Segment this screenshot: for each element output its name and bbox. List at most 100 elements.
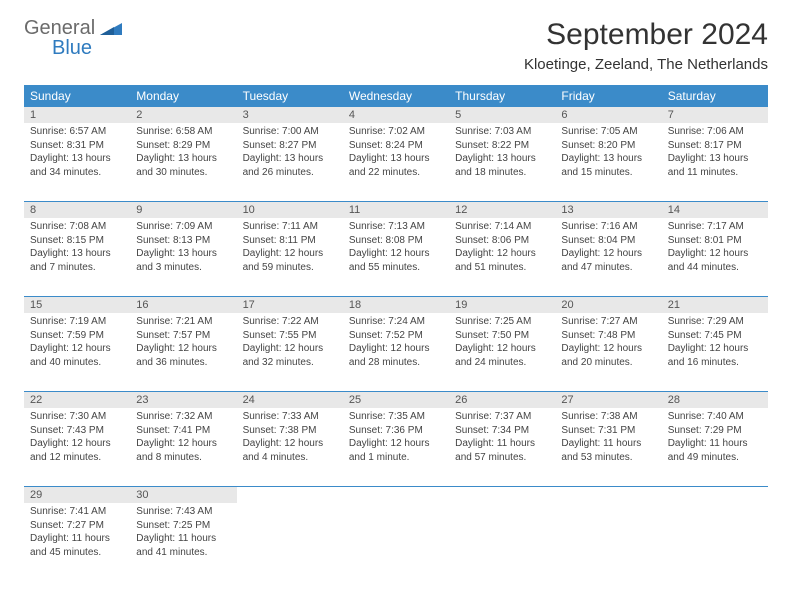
day-cell: Sunrise: 7:03 AMSunset: 8:22 PMDaylight:…: [449, 123, 555, 201]
day-cell: Sunrise: 7:29 AMSunset: 7:45 PMDaylight:…: [662, 313, 768, 391]
week-block: 891011121314Sunrise: 7:08 AMSunset: 8:15…: [24, 202, 768, 297]
day-cell: Sunrise: 7:37 AMSunset: 7:34 PMDaylight:…: [449, 408, 555, 486]
week-row: Sunrise: 7:30 AMSunset: 7:43 PMDaylight:…: [24, 408, 768, 486]
sunrise-text: Sunrise: 7:22 AM: [243, 315, 337, 329]
sunrise-text: Sunrise: 7:43 AM: [136, 505, 230, 519]
day-number: [662, 487, 768, 503]
sunrise-text: Sunrise: 7:06 AM: [668, 125, 762, 139]
sunset-text: Sunset: 8:31 PM: [30, 139, 124, 153]
sunrise-text: Sunrise: 7:27 AM: [561, 315, 655, 329]
day-cell: Sunrise: 7:32 AMSunset: 7:41 PMDaylight:…: [130, 408, 236, 486]
sunrise-text: Sunrise: 7:32 AM: [136, 410, 230, 424]
sunset-text: Sunset: 7:31 PM: [561, 424, 655, 438]
logo: General Blue: [24, 18, 122, 58]
day-cell: Sunrise: 7:17 AMSunset: 8:01 PMDaylight:…: [662, 218, 768, 296]
sunset-text: Sunset: 7:52 PM: [349, 329, 443, 343]
sunrise-text: Sunrise: 7:38 AM: [561, 410, 655, 424]
day-cell: Sunrise: 7:40 AMSunset: 7:29 PMDaylight:…: [662, 408, 768, 486]
day-cell: Sunrise: 7:43 AMSunset: 7:25 PMDaylight:…: [130, 503, 236, 581]
daylight-text: Daylight: 13 hours and 26 minutes.: [243, 152, 337, 179]
daylight-text: Daylight: 13 hours and 3 minutes.: [136, 247, 230, 274]
sunrise-text: Sunrise: 7:24 AM: [349, 315, 443, 329]
day-number: 28: [662, 392, 768, 408]
day-number: 4: [343, 107, 449, 123]
sunrise-text: Sunrise: 7:33 AM: [243, 410, 337, 424]
sunrise-text: Sunrise: 7:05 AM: [561, 125, 655, 139]
day-cell: Sunrise: 7:21 AMSunset: 7:57 PMDaylight:…: [130, 313, 236, 391]
daylight-text: Daylight: 12 hours and 40 minutes.: [30, 342, 124, 369]
day-cell: Sunrise: 7:08 AMSunset: 8:15 PMDaylight:…: [24, 218, 130, 296]
daynum-row: 22232425262728: [24, 392, 768, 408]
daylight-text: Daylight: 13 hours and 11 minutes.: [668, 152, 762, 179]
sunset-text: Sunset: 8:08 PM: [349, 234, 443, 248]
location: Kloetinge, Zeeland, The Netherlands: [524, 56, 768, 73]
day-cell: Sunrise: 7:30 AMSunset: 7:43 PMDaylight:…: [24, 408, 130, 486]
day-number: 16: [130, 297, 236, 313]
day-cell: [237, 503, 343, 581]
day-cell: Sunrise: 7:33 AMSunset: 7:38 PMDaylight:…: [237, 408, 343, 486]
day-header: Monday: [130, 85, 236, 107]
day-number: 9: [130, 202, 236, 218]
daylight-text: Daylight: 12 hours and 55 minutes.: [349, 247, 443, 274]
day-number: 12: [449, 202, 555, 218]
day-header: Sunday: [24, 85, 130, 107]
logo-text-general: General: [24, 17, 95, 39]
day-cell: Sunrise: 7:05 AMSunset: 8:20 PMDaylight:…: [555, 123, 661, 201]
day-cell: [555, 503, 661, 581]
sunset-text: Sunset: 7:38 PM: [243, 424, 337, 438]
daylight-text: Daylight: 13 hours and 30 minutes.: [136, 152, 230, 179]
daylight-text: Daylight: 12 hours and 51 minutes.: [455, 247, 549, 274]
day-cell: Sunrise: 7:09 AMSunset: 8:13 PMDaylight:…: [130, 218, 236, 296]
sunrise-text: Sunrise: 7:09 AM: [136, 220, 230, 234]
logo-triangle-icon: [100, 19, 122, 40]
week-row: Sunrise: 7:19 AMSunset: 7:59 PMDaylight:…: [24, 313, 768, 391]
sunset-text: Sunset: 7:55 PM: [243, 329, 337, 343]
calendar: Sunday Monday Tuesday Wednesday Thursday…: [24, 85, 768, 581]
daylight-text: Daylight: 12 hours and 32 minutes.: [243, 342, 337, 369]
sunrise-text: Sunrise: 7:30 AM: [30, 410, 124, 424]
sunrise-text: Sunrise: 7:08 AM: [30, 220, 124, 234]
day-number: [449, 487, 555, 503]
day-number: [237, 487, 343, 503]
sunset-text: Sunset: 7:50 PM: [455, 329, 549, 343]
sunset-text: Sunset: 8:01 PM: [668, 234, 762, 248]
daylight-text: Daylight: 12 hours and 12 minutes.: [30, 437, 124, 464]
daylight-text: Daylight: 12 hours and 24 minutes.: [455, 342, 549, 369]
sunrise-text: Sunrise: 7:41 AM: [30, 505, 124, 519]
week-block: 2930Sunrise: 7:41 AMSunset: 7:27 PMDayli…: [24, 487, 768, 581]
day-number: 10: [237, 202, 343, 218]
day-cell: Sunrise: 7:38 AMSunset: 7:31 PMDaylight:…: [555, 408, 661, 486]
day-number: 30: [130, 487, 236, 503]
sunset-text: Sunset: 7:27 PM: [30, 519, 124, 533]
sunset-text: Sunset: 8:29 PM: [136, 139, 230, 153]
sunrise-text: Sunrise: 6:57 AM: [30, 125, 124, 139]
daylight-text: Daylight: 12 hours and 36 minutes.: [136, 342, 230, 369]
sunrise-text: Sunrise: 7:29 AM: [668, 315, 762, 329]
sunrise-text: Sunrise: 7:16 AM: [561, 220, 655, 234]
day-cell: Sunrise: 7:00 AMSunset: 8:27 PMDaylight:…: [237, 123, 343, 201]
sunrise-text: Sunrise: 7:37 AM: [455, 410, 549, 424]
day-cell: [449, 503, 555, 581]
day-number: 1: [24, 107, 130, 123]
day-cell: Sunrise: 7:06 AMSunset: 8:17 PMDaylight:…: [662, 123, 768, 201]
sunset-text: Sunset: 8:27 PM: [243, 139, 337, 153]
week-block: 22232425262728Sunrise: 7:30 AMSunset: 7:…: [24, 392, 768, 487]
sunset-text: Sunset: 7:48 PM: [561, 329, 655, 343]
sunset-text: Sunset: 8:04 PM: [561, 234, 655, 248]
sunset-text: Sunset: 8:11 PM: [243, 234, 337, 248]
daylight-text: Daylight: 11 hours and 49 minutes.: [668, 437, 762, 464]
sunrise-text: Sunrise: 7:02 AM: [349, 125, 443, 139]
day-number: 3: [237, 107, 343, 123]
sunrise-text: Sunrise: 6:58 AM: [136, 125, 230, 139]
daylight-text: Daylight: 12 hours and 1 minute.: [349, 437, 443, 464]
day-header: Wednesday: [343, 85, 449, 107]
sunset-text: Sunset: 7:36 PM: [349, 424, 443, 438]
sunrise-text: Sunrise: 7:40 AM: [668, 410, 762, 424]
title-block: September 2024 Kloetinge, Zeeland, The N…: [524, 18, 768, 73]
daylight-text: Daylight: 12 hours and 4 minutes.: [243, 437, 337, 464]
day-cell: Sunrise: 6:58 AMSunset: 8:29 PMDaylight:…: [130, 123, 236, 201]
daylight-text: Daylight: 11 hours and 41 minutes.: [136, 532, 230, 559]
day-cell: Sunrise: 7:13 AMSunset: 8:08 PMDaylight:…: [343, 218, 449, 296]
day-cell: Sunrise: 6:57 AMSunset: 8:31 PMDaylight:…: [24, 123, 130, 201]
sunset-text: Sunset: 8:13 PM: [136, 234, 230, 248]
